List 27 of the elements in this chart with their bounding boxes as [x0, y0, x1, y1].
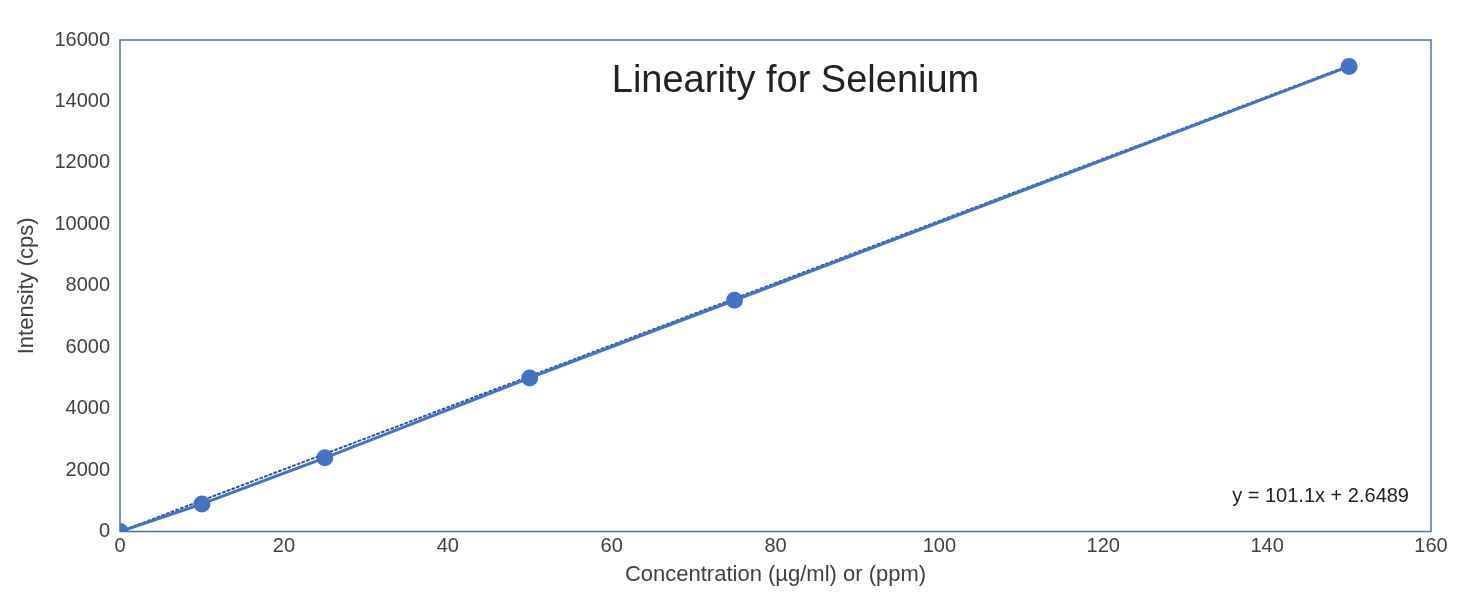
y-tick-label: 16000	[54, 27, 111, 50]
y-axis-title: Intensity (cps)	[13, 217, 39, 355]
point	[1340, 57, 1358, 75]
y-tick-label: 2000	[65, 457, 111, 480]
x-tick-label: 20	[272, 534, 296, 557]
text: Linearity for Selenium	[611, 58, 980, 101]
y-tick-label: 8000	[65, 273, 111, 296]
y-tick-label: 6000	[65, 334, 111, 357]
x-tick-label: 40	[436, 534, 459, 557]
x-axis-title: Concentration (µg/ml) or (ppm)	[624, 560, 927, 586]
x-tick-label: 160	[1414, 534, 1448, 557]
x-tick-label: 0	[114, 534, 126, 557]
y-tick-label: 0	[98, 519, 111, 542]
y-tick-label: 14000	[54, 88, 111, 111]
annotation: y = 101.1x + 2.6489	[1232, 484, 1409, 507]
point	[726, 291, 744, 309]
x-tick-label: 60	[600, 534, 623, 557]
point	[193, 495, 211, 513]
x-tick-label: 140	[1250, 534, 1284, 557]
y-tick-label: 4000	[65, 396, 111, 419]
point	[521, 369, 539, 387]
x-tick-label: 120	[1086, 534, 1120, 557]
y-tick-label: 10000	[54, 211, 111, 234]
x-tick-label: 100	[922, 534, 957, 557]
y-tick-label: 12000	[54, 150, 111, 173]
point	[316, 449, 334, 467]
x-tick-label: 80	[764, 534, 787, 557]
